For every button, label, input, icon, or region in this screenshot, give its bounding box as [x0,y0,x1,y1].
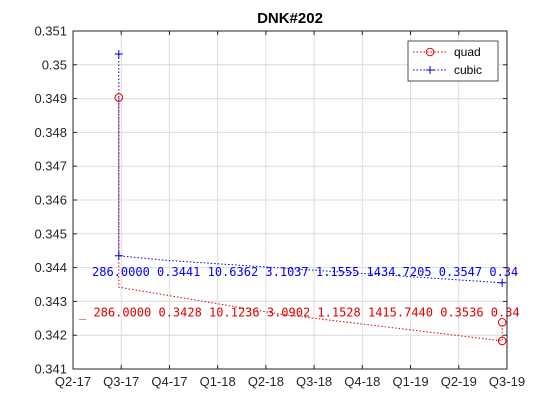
x-tick-label: Q3-18 [296,374,332,389]
data-point-quad [114,93,124,102]
x-tick-label: Q3-17 [103,374,139,389]
x-tick-label: Q3-19 [489,374,525,389]
x-axis-ticks: Q2-17 Q3-17 Q4-17 Q1-18 Q2-18 Q3-18 Q4-18 Q1-19… [55,31,525,389]
x-tick-label: Q1-18 [200,374,236,389]
data-point-cubic [114,49,123,58]
x-tick-label: Q1-19 [392,374,428,389]
data-point-quad [497,336,507,346]
legend: quad cubic [407,40,499,82]
x-tick-label: Q2-17 [55,374,91,389]
annotation-cubic: 286.0000 0.3441 10.6362 3.1037 1.1555 14… [92,265,518,279]
series-line-quad [118,97,503,342]
series-markers [114,49,507,346]
y-tick-label: 0.35 [42,57,67,72]
y-tick-label: 0.348 [34,125,67,140]
x-tick-label: Q2-18 [248,374,284,389]
y-tick-label: 0.345 [34,226,67,241]
y-tick-label: 0.343 [34,294,67,309]
y-tick-label: 0.347 [34,159,67,174]
y-tick-label: 0.341 [34,362,67,377]
data-point-quad [497,318,507,327]
y-tick-label: 0.346 [34,193,67,208]
annotation-quad: _ 286.0000 0.3428 10.1236 3.0902 1.1528 … [79,306,520,320]
series-lines [118,54,503,342]
annotations: 286.0000 0.3441 10.6362 3.1037 1.1555 14… [79,265,520,320]
y-tick-label: 0.342 [34,328,67,343]
legend-marker-cubic [426,66,434,74]
y-axis-ticks: 0.341 0.342 0.343 0.344 0.345 0.346 0.347 0.348… [34,24,507,377]
x-tick-label: Q4-17 [151,374,187,389]
chart-title: DNK#202 [257,10,323,27]
legend-box [407,40,499,82]
x-tick-label: Q2-19 [441,374,477,389]
data-point-cubic [498,278,507,287]
legend-label-cubic: cubic [454,63,482,77]
legend-label-quad: quad [454,45,481,59]
y-tick-label: 0.344 [34,260,67,275]
y-tick-label: 0.349 [34,91,67,106]
data-point-cubic [114,251,123,260]
legend-marker-quad [425,47,435,57]
y-tick-label: 0.351 [34,24,67,39]
series-line-cubic [118,54,503,284]
x-tick-label: Q4-18 [344,374,380,389]
